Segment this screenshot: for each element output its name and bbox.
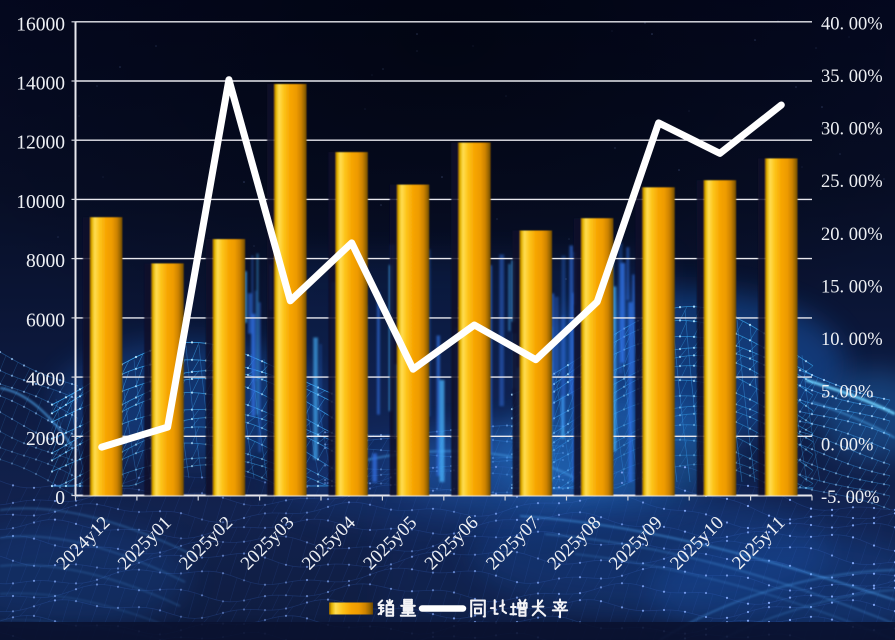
svg-text:4000: 4000 [26, 370, 65, 391]
svg-text:6000: 6000 [26, 310, 65, 331]
svg-text:30. 00%: 30. 00% [821, 120, 883, 140]
svg-text:5. 00%: 5. 00% [821, 383, 873, 403]
svg-text:25. 00%: 25. 00% [821, 172, 883, 192]
svg-text:10000: 10000 [16, 192, 65, 213]
svg-text:35. 00%: 35. 00% [821, 67, 883, 87]
svg-text:8000: 8000 [26, 251, 65, 272]
svg-text:-5. 00%: -5. 00% [821, 488, 880, 508]
svg-text:14000: 14000 [16, 74, 65, 95]
svg-text:40. 00%: 40. 00% [821, 14, 883, 34]
svg-text:20. 00%: 20. 00% [821, 225, 883, 245]
svg-text:0: 0 [55, 488, 65, 509]
svg-text:16000: 16000 [16, 14, 65, 35]
svg-text:15. 00%: 15. 00% [821, 278, 883, 298]
svg-text:12000: 12000 [16, 133, 65, 154]
svg-text:2000: 2000 [26, 429, 65, 450]
svg-text:10. 00%: 10. 00% [821, 330, 883, 350]
svg-text:0. 00%: 0. 00% [821, 435, 873, 455]
